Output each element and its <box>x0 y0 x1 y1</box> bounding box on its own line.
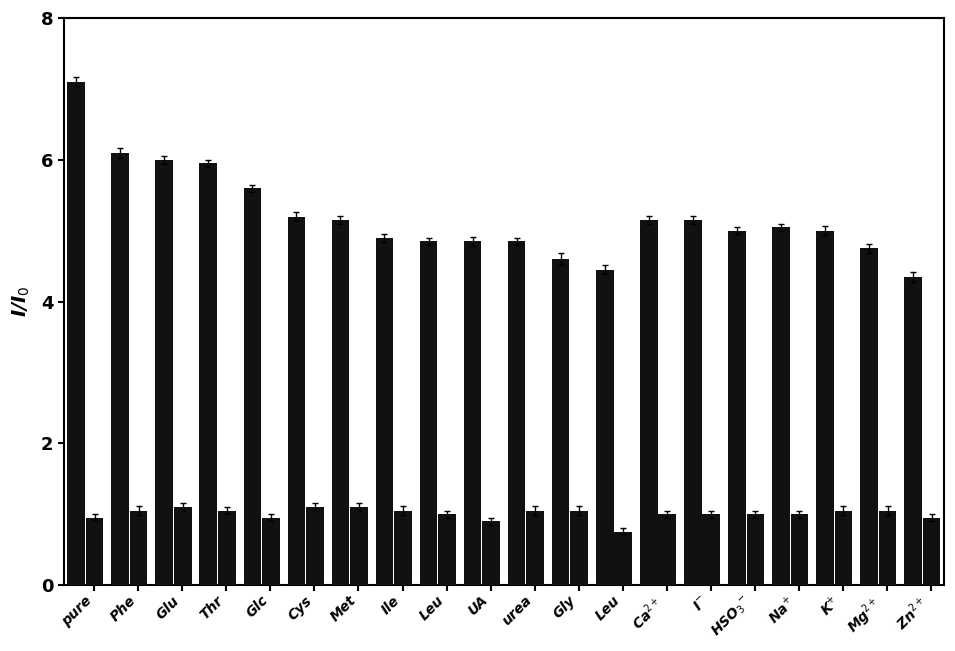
Bar <box>482 521 499 585</box>
Y-axis label: I/I$_0$: I/I$_0$ <box>11 286 32 318</box>
Bar <box>156 160 173 585</box>
Bar <box>375 238 393 585</box>
Bar <box>570 510 588 585</box>
Bar <box>244 188 261 585</box>
Bar <box>817 230 834 585</box>
Bar <box>130 510 147 585</box>
Bar <box>508 242 525 585</box>
Bar <box>112 153 129 585</box>
Bar <box>747 514 764 585</box>
Bar <box>772 227 790 585</box>
Bar <box>67 82 85 585</box>
Bar <box>904 277 922 585</box>
Bar <box>394 510 412 585</box>
Bar <box>879 510 897 585</box>
Bar <box>306 507 324 585</box>
Bar <box>526 510 544 585</box>
Bar <box>464 242 481 585</box>
Bar <box>596 270 613 585</box>
Bar <box>552 259 569 585</box>
Bar <box>331 220 350 585</box>
Bar <box>419 242 437 585</box>
Bar <box>640 220 658 585</box>
Bar <box>287 217 306 585</box>
Bar <box>262 518 280 585</box>
Bar <box>86 518 103 585</box>
Bar <box>728 230 746 585</box>
Bar <box>791 514 808 585</box>
Bar <box>703 514 720 585</box>
Bar <box>200 163 217 585</box>
Bar <box>835 510 852 585</box>
Bar <box>174 507 192 585</box>
Bar <box>860 249 878 585</box>
Bar <box>614 532 632 585</box>
Bar <box>684 220 702 585</box>
Bar <box>218 510 236 585</box>
Bar <box>923 518 941 585</box>
Bar <box>438 514 456 585</box>
Bar <box>350 507 368 585</box>
Bar <box>658 514 676 585</box>
